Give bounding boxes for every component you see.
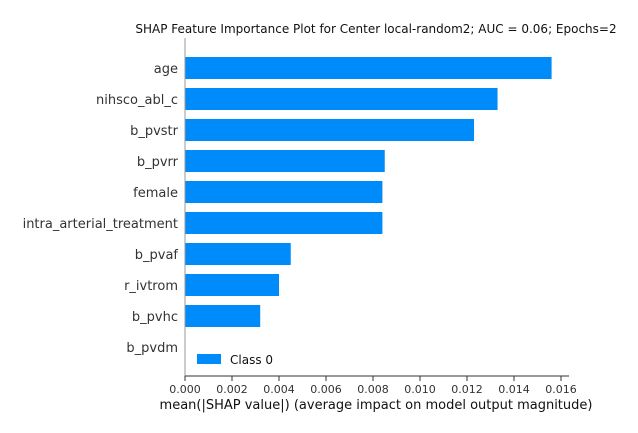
bar-nihsco-abl-c	[185, 88, 498, 110]
x-tick-label: 0.014	[498, 383, 530, 396]
x-axis-label: mean(|SHAP value|) (average impact on mo…	[160, 398, 593, 413]
bar-b-pvrr	[185, 150, 385, 172]
feature-label: b_pvstr	[130, 124, 179, 139]
feature-label: b_pvrr	[137, 155, 179, 170]
x-tick-label: 0.008	[357, 383, 389, 396]
x-tick-label: 0.006	[310, 383, 342, 396]
bar-age	[185, 57, 552, 79]
x-tick-label: 0.002	[216, 383, 248, 396]
feature-label: b_pvaf	[135, 248, 179, 263]
legend-swatch	[197, 354, 221, 364]
bar-b-pvstr	[185, 119, 475, 141]
legend: Class 0	[197, 353, 273, 367]
legend-label: Class 0	[230, 353, 273, 367]
feature-label: b_pvdm	[126, 341, 178, 356]
chart-title: SHAP Feature Importance Plot for Center …	[135, 22, 616, 36]
feature-label: female	[133, 186, 178, 201]
x-ticks-layer: 0.000 0.002 0.004 0.006 0.008 0.010 0.012 0.014…	[169, 376, 577, 396]
bar-intra-arterial-treatment	[185, 212, 383, 234]
feature-label: intra_arterial_treatment	[23, 217, 178, 232]
bar-b-pvaf	[185, 243, 291, 265]
bar-r-ivtrom	[185, 274, 279, 296]
x-tick-label: 0.000	[169, 383, 201, 396]
feature-label: b_pvhc	[132, 310, 178, 325]
x-tick-label: 0.004	[263, 383, 295, 396]
feature-label: age	[154, 62, 178, 77]
x-tick-label: 0.012	[451, 383, 483, 396]
feature-label: r_ivtrom	[124, 279, 178, 294]
feature-label: nihsco_abl_c	[96, 93, 178, 108]
bars-layer	[185, 57, 552, 327]
x-tick-label: 0.010	[404, 383, 436, 396]
bar-b-pvhc	[185, 305, 261, 327]
x-tick-label: 0.016	[545, 383, 577, 396]
bar-female	[185, 181, 383, 203]
